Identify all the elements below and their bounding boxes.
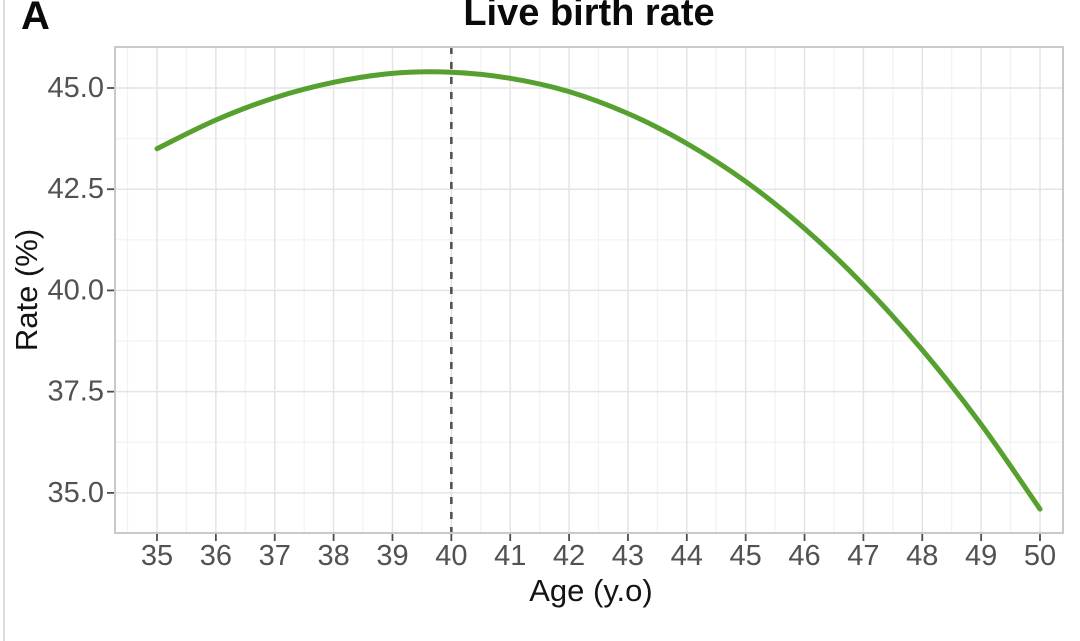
x-tick-label: 43	[612, 540, 644, 572]
x-tick-label: 46	[788, 540, 820, 572]
chart-title: Live birth rate	[463, 0, 715, 34]
x-tick-label: 40	[435, 540, 467, 572]
x-tick-label: 49	[965, 540, 997, 572]
y-tick-label: 45.0	[48, 72, 104, 104]
x-tick-label: 37	[259, 540, 291, 572]
panel-label: A	[21, 0, 50, 38]
x-tick-label: 41	[494, 540, 526, 572]
x-tick-label: 47	[847, 540, 879, 572]
x-tick-label: 35	[141, 540, 173, 572]
x-tick-label: 48	[906, 540, 938, 572]
y-tick-label: 40.0	[48, 274, 104, 306]
x-tick-label: 38	[317, 540, 349, 572]
x-tick-label: 45	[730, 540, 762, 572]
x-tick-label: 44	[671, 540, 703, 572]
x-tick-label: 39	[376, 540, 408, 572]
y-tick-label: 42.5	[48, 173, 104, 205]
x-tick-label: 50	[1024, 540, 1056, 572]
y-tick-label: 37.5	[48, 376, 104, 408]
x-tick-label: 42	[553, 540, 585, 572]
x-axis-title: Age (y.o)	[529, 573, 653, 608]
panel-border	[114, 46, 1064, 534]
y-tick-label: 35.0	[48, 477, 104, 509]
live-birth-rate-curve	[154, 69, 1043, 512]
x-tick-label: 36	[200, 540, 232, 572]
screenshot-left-border	[3, 0, 5, 641]
